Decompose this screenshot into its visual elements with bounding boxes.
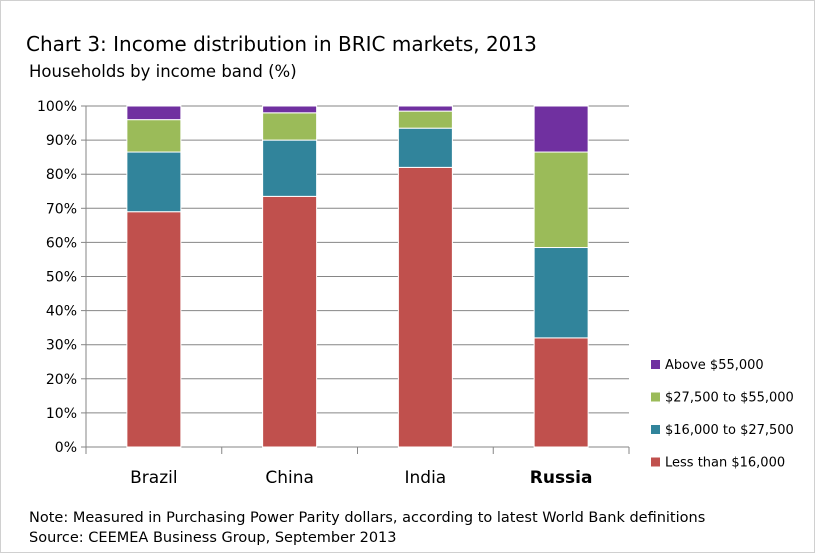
y-tick-label: 70% [46, 201, 77, 217]
bar-segment [262, 112, 318, 141]
bar-segment [397, 127, 453, 168]
chart-subtitle: Households by income band (%) [29, 62, 297, 81]
y-tick-label: 10% [46, 406, 77, 422]
bar-segment [262, 105, 318, 114]
bar-segment [126, 211, 182, 448]
y-tick-label: 30% [46, 338, 77, 354]
bar-segment [126, 119, 182, 153]
legend-swatch [651, 425, 660, 434]
y-tick-label: 0% [55, 440, 77, 456]
legend-label: Above $55,000 [665, 358, 764, 373]
x-category-label: China [265, 468, 314, 488]
x-category-label: India [405, 468, 447, 488]
y-tick-label: 80% [46, 167, 77, 183]
x-category-label: Brazil [130, 468, 177, 488]
y-tick-label: 100% [37, 99, 77, 115]
legend-label: $16,000 to $27,500 [665, 423, 794, 438]
bar-segment [533, 247, 589, 339]
x-category-label: Russia [530, 468, 593, 488]
bar-segment [397, 105, 453, 112]
legend-label: Less than $16,000 [665, 456, 785, 471]
bar-segment [397, 166, 453, 448]
legend-swatch [651, 392, 660, 402]
legend-swatch [651, 457, 660, 467]
bar-segment [126, 151, 182, 213]
legend-label: $27,500 to $55,000 [665, 391, 794, 406]
chart-title: Chart 3: Income distribution in BRIC mar… [26, 32, 537, 56]
bar-segment [533, 105, 589, 153]
bar-segment [262, 195, 318, 448]
y-tick-label: 20% [46, 372, 77, 388]
bar-segment [397, 110, 453, 129]
y-tick-label: 50% [46, 270, 77, 286]
chart-note: Note: Measured in Purchasing Power Parit… [29, 510, 706, 526]
bar-segment [533, 151, 589, 249]
bar-segment [533, 337, 589, 448]
bar-segment [126, 105, 182, 121]
y-tick-label: 40% [46, 304, 77, 320]
bar-segment [262, 139, 318, 197]
legend-swatch [651, 360, 660, 369]
y-tick-label: 60% [46, 235, 77, 251]
chart-source: Source: CEEMEA Business Group, September… [29, 530, 397, 546]
y-tick-label: 90% [46, 133, 77, 149]
